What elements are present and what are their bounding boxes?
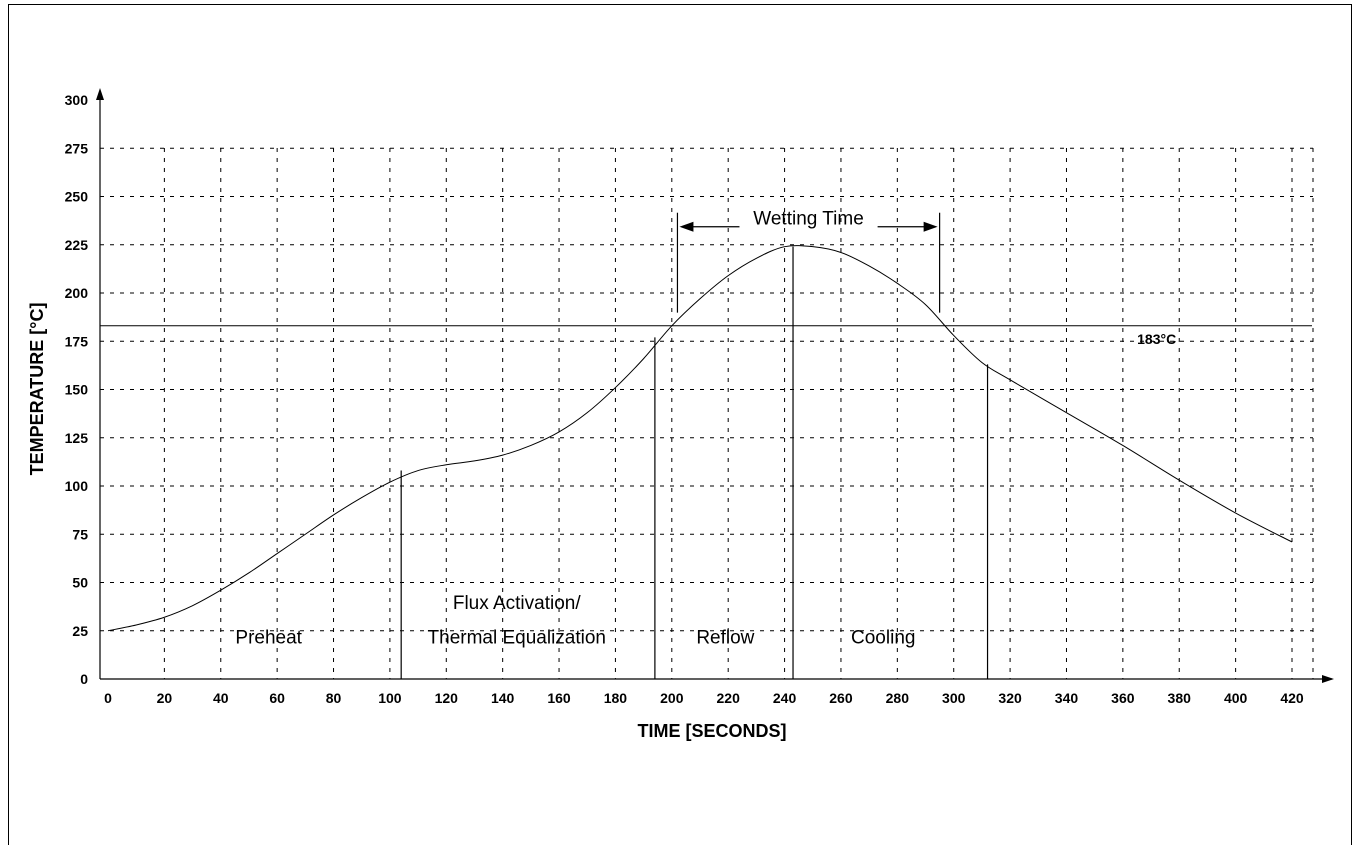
annotation-layer: 183°C Preheat Flux Activation/Thermal Equa… xyxy=(100,209,1312,679)
region-label: Reflow xyxy=(696,628,754,649)
x-tick-label: 20 xyxy=(157,690,173,706)
grid-layer xyxy=(100,147,1314,679)
x-tick-label: 180 xyxy=(604,690,628,706)
y-tick-label: 225 xyxy=(65,237,89,253)
x-tick-label: 280 xyxy=(886,690,910,706)
y-tick-label: 150 xyxy=(65,382,89,398)
x-tick-label: 360 xyxy=(1111,690,1135,706)
wetting-time-arrowhead-left xyxy=(679,221,694,232)
x-tick-label: 400 xyxy=(1224,690,1248,706)
region-label: Thermal Equalization xyxy=(428,628,606,649)
x-tick-label: 80 xyxy=(326,690,342,706)
x-tick-label: 160 xyxy=(547,690,571,706)
x-axis-title: TIME [SECONDS] xyxy=(637,721,786,741)
y-tick-label: 300 xyxy=(65,92,89,108)
y-tick-label: 0 xyxy=(80,671,88,687)
x-tick-label: 0 xyxy=(104,690,112,706)
y-tick-label: 275 xyxy=(65,140,89,156)
y-tick-label: 25 xyxy=(72,623,88,639)
y-tick-label: 100 xyxy=(65,478,89,494)
x-axis-arrow xyxy=(1322,675,1334,683)
curve-layer xyxy=(107,245,1293,632)
region-label: Cooling xyxy=(851,628,915,649)
x-tick-label: 420 xyxy=(1280,690,1304,706)
y-tick-label: 200 xyxy=(65,285,89,301)
temperature-profile-curve xyxy=(107,245,1293,632)
y-axis-arrow xyxy=(96,88,104,100)
y-tick-label: 250 xyxy=(65,189,89,205)
region-label: Flux Activation/ xyxy=(453,593,581,614)
x-tick-label: 100 xyxy=(378,690,402,706)
x-tick-label: 60 xyxy=(269,690,285,706)
x-tick-label: 220 xyxy=(717,690,741,706)
region-label: Preheat xyxy=(235,628,302,649)
axes-layer xyxy=(96,88,1334,683)
figure-frame xyxy=(8,4,1352,845)
y-tick-label: 125 xyxy=(65,430,89,446)
x-tick-label: 120 xyxy=(435,690,459,706)
reference-line-label: 183°C xyxy=(1137,331,1176,347)
x-tick-label: 200 xyxy=(660,690,684,706)
wetting-time-arrowhead-right xyxy=(923,221,938,232)
ticks-layer: 0 20 40 60 80 100 120 140 160 180 200 220 240 260 280 3… xyxy=(65,92,1304,706)
x-tick-label: 260 xyxy=(829,690,853,706)
x-tick-label: 320 xyxy=(998,690,1022,706)
y-axis-title: TEMPERATURE [°C] xyxy=(27,303,47,476)
x-tick-label: 340 xyxy=(1055,690,1079,706)
y-tick-label: 175 xyxy=(65,333,89,349)
x-tick-label: 380 xyxy=(1168,690,1192,706)
y-tick-label: 50 xyxy=(72,575,88,591)
x-tick-label: 40 xyxy=(213,690,229,706)
x-tick-label: 240 xyxy=(773,690,797,706)
wetting-time-label: Wetting Time xyxy=(753,209,864,230)
x-tick-label: 300 xyxy=(942,690,966,706)
x-tick-label: 140 xyxy=(491,690,515,706)
y-tick-label: 75 xyxy=(72,526,88,542)
